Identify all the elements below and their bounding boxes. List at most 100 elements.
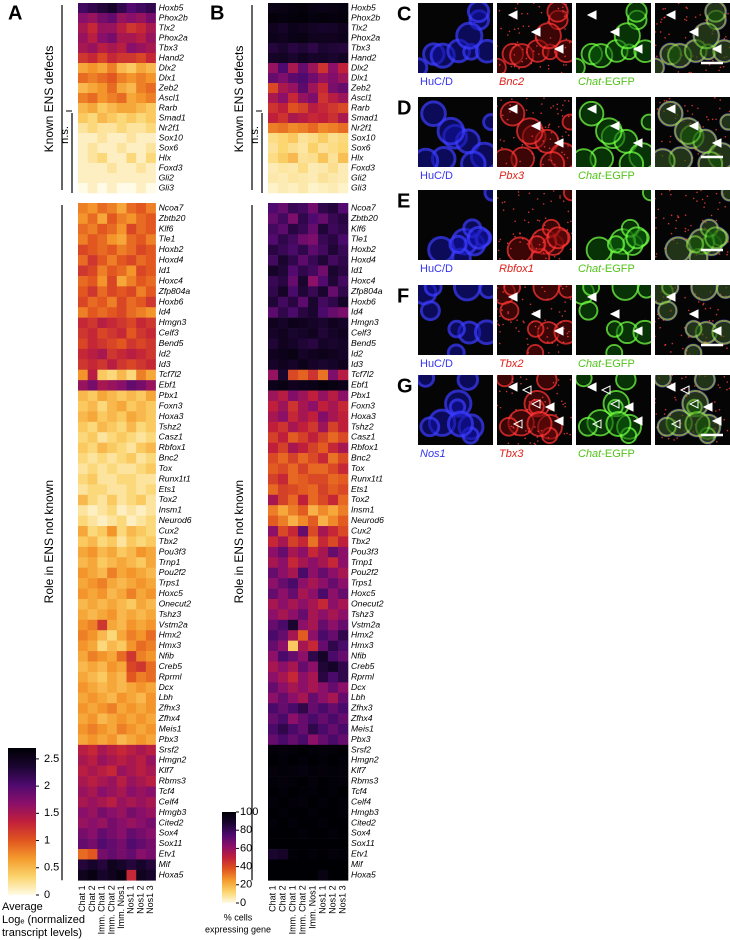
heatmap-cell [338, 682, 349, 694]
heatmap-cell [268, 286, 279, 298]
heatmap-cell [318, 453, 329, 464]
puncta [513, 136, 515, 139]
caption-text: HuC/D [420, 358, 453, 370]
gene-label: Hmgn2 [159, 755, 187, 765]
heatmap-cell [116, 796, 127, 808]
heatmap-cell [136, 83, 147, 94]
puncta [655, 216, 657, 219]
cell-body [564, 116, 572, 129]
gene-label: Hoxa5 [351, 869, 376, 879]
heatmap-cell [87, 163, 98, 174]
heatmap-cell [338, 817, 349, 829]
puncta [566, 432, 568, 435]
heatmap-cell [288, 807, 299, 819]
puncta [525, 97, 528, 100]
heatmap-cell [145, 807, 156, 819]
puncta [719, 386, 721, 389]
heatmap-cell [318, 63, 329, 74]
heatmap-cell [308, 203, 319, 214]
heatmap-cell [298, 546, 309, 558]
heatmap-cell [268, 557, 279, 568]
heatmap-cell [338, 328, 349, 339]
heatmap-cell [136, 286, 147, 298]
heatmap-cell [298, 734, 309, 746]
heatmap-cell [126, 83, 137, 94]
gene-label: Zeb2 [158, 82, 179, 92]
gene-label: Ebf1 [351, 380, 369, 390]
micrograph-content [576, 375, 643, 445]
cell [448, 234, 468, 254]
micrograph [418, 97, 493, 167]
heatmap-cell [338, 734, 349, 746]
heatmap-cell [298, 494, 309, 506]
heatmap-cell [288, 536, 299, 548]
puncta [498, 342, 501, 345]
heatmap-cell [136, 43, 147, 54]
heatmap-cell [87, 244, 98, 256]
heatmap-cell [116, 588, 127, 600]
puncta [663, 413, 666, 415]
puncta [719, 66, 722, 69]
puncta [686, 7, 688, 10]
heatmap-cell [328, 113, 339, 124]
heatmap-cell [136, 33, 147, 44]
puncta [702, 303, 704, 306]
heatmap-cell [268, 692, 279, 704]
heatmap-cell [116, 661, 127, 673]
puncta [547, 228, 549, 231]
heatmap-cell [328, 432, 339, 443]
puncta [549, 37, 552, 39]
gene-label: Id4 [159, 307, 171, 317]
heatmap-cell [278, 692, 289, 704]
caption: Nos1 [420, 448, 446, 460]
heatmap-cell [107, 703, 118, 714]
heatmap-cell [298, 380, 309, 391]
gene-label: Pbx3 [159, 734, 179, 744]
heatmap-cell [107, 234, 118, 245]
heatmap-cell [87, 661, 98, 673]
heatmap-cell [308, 328, 319, 339]
heatmap-cell [308, 734, 319, 746]
gene-label: Sox11 [159, 838, 183, 848]
heatmap-cell [338, 33, 349, 44]
cell-body [530, 237, 544, 251]
gene-label: Ncoa7 [159, 202, 185, 212]
heatmap-cell [288, 317, 299, 329]
puncta [725, 35, 727, 38]
heatmap-cell [288, 838, 299, 850]
puncta [715, 219, 718, 222]
arrowhead [586, 382, 597, 392]
heatmap-cell [107, 133, 118, 144]
heatmap-cell [298, 53, 309, 64]
colorbar-tick-label: 100 [240, 806, 258, 818]
heatmap-cell [145, 744, 156, 756]
heatmap-cell [278, 203, 289, 214]
heatmap-cell [107, 869, 118, 881]
puncta [561, 287, 564, 290]
heatmap-cell [298, 113, 309, 124]
gene-label: Tbx2 [159, 536, 178, 546]
puncta [518, 330, 520, 333]
heatmap-cell [288, 380, 299, 391]
heatmap-cell [87, 359, 98, 371]
cell-body [580, 303, 596, 319]
heatmap-cell [328, 275, 339, 287]
puncta [663, 16, 665, 19]
gene-label: Srsf2 [159, 744, 179, 754]
heatmap-cell [268, 463, 279, 475]
micrograph [576, 3, 651, 73]
heatmap-cell [107, 359, 118, 371]
heatmap-cell [87, 453, 98, 464]
heatmap-cell [268, 755, 279, 766]
puncta [523, 321, 525, 324]
puncta [532, 3, 535, 5]
heatmap-cell [318, 234, 329, 245]
heatmap-cell [308, 713, 319, 725]
heatmap-cell [136, 183, 147, 194]
heatmap-cell [126, 103, 137, 114]
caption-text: Pbx3 [499, 170, 525, 182]
gene-label: Neurod6 [351, 515, 384, 525]
heatmap-cell [278, 390, 289, 402]
puncta [529, 442, 532, 444]
heatmap-cell [288, 828, 299, 839]
